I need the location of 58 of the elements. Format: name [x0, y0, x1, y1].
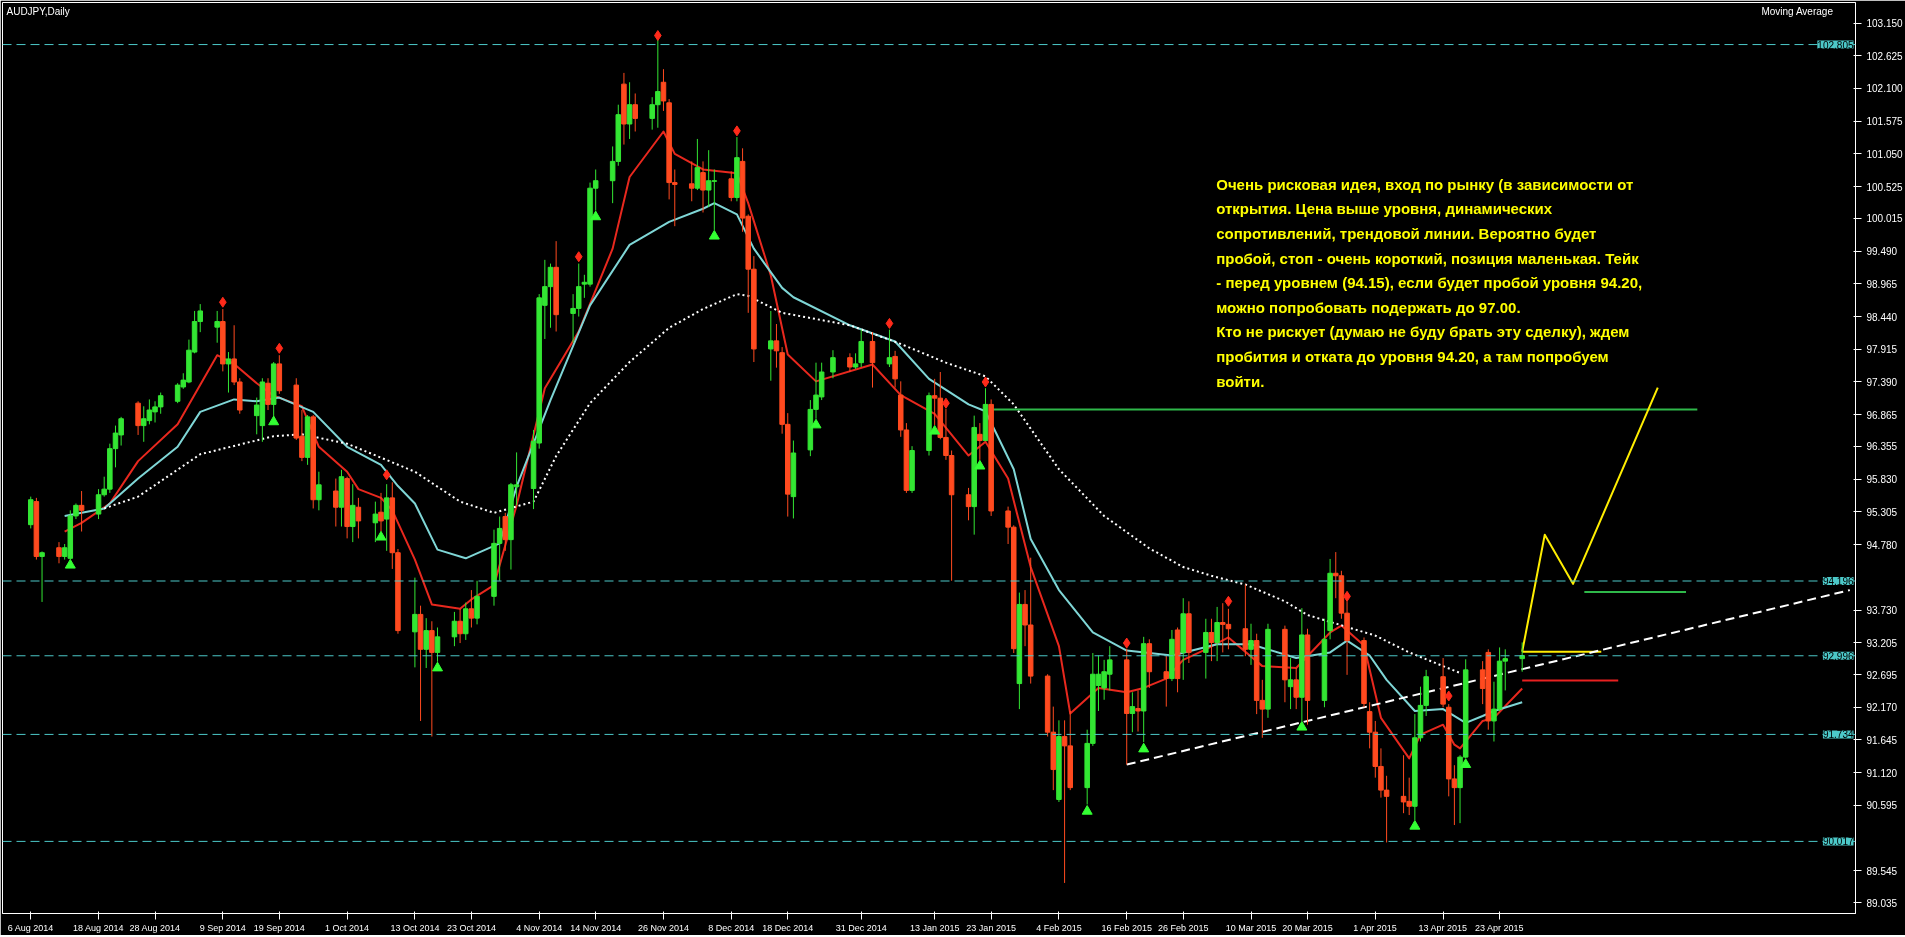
x-tick-label: 16 Feb 2015 — [1101, 922, 1152, 933]
ref-line-label: 90.017 — [1822, 836, 1854, 848]
x-tick-label: 9 Sep 2014 — [199, 922, 246, 933]
y-tick-label: 97.915 — [1866, 344, 1898, 356]
y-tick-label: 90.595 — [1866, 800, 1898, 812]
x-tick-label: 6 Aug 2014 — [7, 922, 54, 933]
y-tick-label: 95.830 — [1866, 474, 1898, 486]
ref-line-label: 94.196 — [1822, 576, 1854, 587]
y-tick-label: 101.575 — [1866, 116, 1904, 128]
x-tick-label: 31 Dec 2014 — [835, 922, 887, 933]
x-tick-label: 13 Jan 2015 — [909, 922, 960, 933]
x-tick-label: 14 Nov 2014 — [570, 922, 622, 933]
x-tick-label: 18 Dec 2014 — [762, 922, 814, 933]
y-tick-label: 93.205 — [1866, 637, 1898, 649]
x-tick-label: 23 Oct 2014 — [446, 922, 496, 933]
y-tick-label: 89.545 — [1866, 865, 1898, 877]
y-tick-label: 92.695 — [1866, 669, 1898, 681]
x-tick-label: 23 Apr 2015 — [1475, 922, 1524, 933]
y-tick-label: 102.625 — [1866, 50, 1904, 62]
y-tick-label: 96.865 — [1866, 409, 1898, 421]
y-tick-label: 102.100 — [1866, 83, 1904, 95]
x-tick-label: 26 Feb 2015 — [1157, 922, 1209, 933]
y-tick-label: 101.050 — [1866, 148, 1904, 160]
x-tick-label: 8 Dec 2014 — [708, 922, 755, 933]
y-tick-label: 99.490 — [1866, 246, 1898, 258]
y-tick-label: 92.170 — [1866, 702, 1898, 714]
text: Очень рисковая идея, вход по рынку (в зависимости от открытия. Цена выше уровня, динамических сопротивлений, трендовой линии. Вероятно будет пробой, стоп - очень короткий, позиция маленькая. Тейк - перед уровнем (94.15), если будет пробой уровня 94.20, можно попробовать подержать до 97.00. Кто не рискует (думаю не буду брать эту сделку), ждем пробития и отката до уровня 94.20, а там попробуем войти. — [1216, 175, 1643, 390]
y-tick-label: 100.525 — [1866, 181, 1904, 193]
y-tick-label: 91.645 — [1866, 734, 1898, 746]
y-tick-label: 96.355 — [1866, 441, 1898, 453]
x-tick-label: 19 Sep 2014 — [253, 922, 305, 933]
x-tick-label: 1 Apr 2015 — [1353, 922, 1397, 933]
x-tick-label: 1 Oct 2014 — [325, 922, 370, 933]
x-tick-label: 23 Jan 2015 — [966, 922, 1016, 933]
y-tick-label: 89.035 — [1866, 897, 1898, 909]
ref-line-label: 92.996 — [1822, 650, 1854, 662]
x-tick-label: 28 Aug 2014 — [129, 922, 181, 933]
x-tick-label: 4 Feb 2015 — [1036, 922, 1082, 933]
annotation: Moving Average — [1761, 5, 1834, 17]
y-tick-label: 98.965 — [1866, 278, 1898, 290]
x-tick-label: 18 Aug 2014 — [73, 922, 124, 933]
chart-title: AUDJPY,Daily — [6, 5, 70, 17]
y-tick-label: 94.780 — [1866, 539, 1898, 551]
x-tick-label: 13 Oct 2014 — [390, 922, 440, 933]
y-tick-label: 95.305 — [1866, 506, 1898, 518]
y-tick-label: 91.120 — [1866, 767, 1898, 779]
x-tick-label: 4 Nov 2014 — [516, 922, 563, 933]
x-tick-label: 10 Mar 2015 — [1225, 922, 1277, 933]
y-tick-label: 97.390 — [1866, 376, 1898, 388]
y-tick-label: 98.440 — [1866, 311, 1898, 323]
x-tick-label: 20 Mar 2015 — [1282, 922, 1333, 933]
y-tick-label: 100.015 — [1866, 213, 1904, 225]
ref-line-label: 102.805 — [1817, 39, 1854, 51]
y-tick-label: 103.150 — [1866, 18, 1904, 30]
y-tick-label: 93.730 — [1866, 605, 1898, 617]
x-tick-label: 26 Nov 2014 — [637, 922, 690, 933]
x-tick-label: 13 Apr 2015 — [1418, 922, 1468, 933]
ref-line-label: 91.734 — [1822, 729, 1854, 741]
